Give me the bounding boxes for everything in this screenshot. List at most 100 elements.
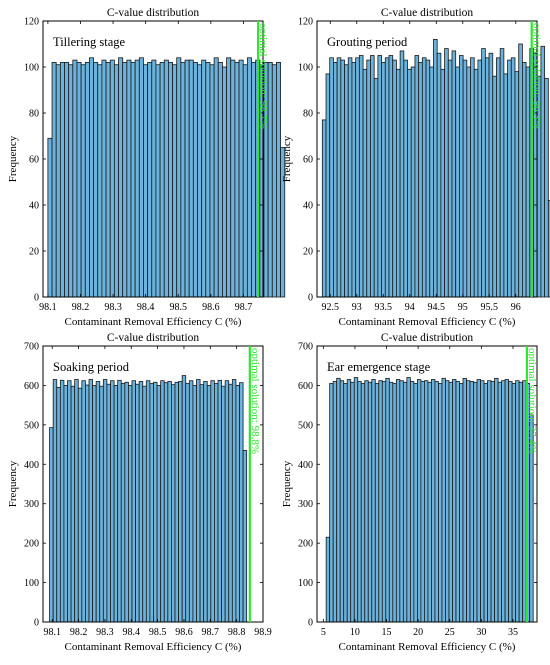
histogram-bar bbox=[63, 385, 68, 623]
histogram-bar bbox=[514, 71, 520, 298]
histogram-bar bbox=[455, 381, 460, 623]
histogram-bar bbox=[51, 62, 57, 298]
histogram-bar bbox=[420, 381, 425, 623]
histogram-bar bbox=[511, 383, 517, 623]
histogram-bar bbox=[217, 62, 223, 298]
histogram-bar bbox=[371, 379, 376, 623]
histogram-bar bbox=[413, 383, 418, 623]
histogram-bar bbox=[206, 385, 212, 623]
x-tick-label: 95.5 bbox=[481, 302, 499, 313]
x-tick-label: 98.2 bbox=[70, 627, 88, 638]
histogram-bar bbox=[110, 380, 115, 623]
x-tick-label: 98.1 bbox=[43, 627, 61, 638]
histogram-bar bbox=[113, 64, 119, 298]
histogram-bar bbox=[522, 62, 527, 298]
histogram-bar bbox=[396, 68, 401, 298]
histogram-bar bbox=[81, 380, 86, 623]
histogram-bar bbox=[92, 385, 97, 623]
x-tick-label: 35 bbox=[508, 627, 518, 638]
y-tick-label: 400 bbox=[24, 460, 39, 471]
histogram-bar bbox=[178, 381, 183, 623]
histogram-bar bbox=[242, 450, 248, 623]
histogram-bar bbox=[499, 48, 505, 298]
y-tick-label: 600 bbox=[24, 381, 39, 392]
histogram-bar bbox=[455, 66, 460, 298]
histogram-bar bbox=[399, 380, 404, 623]
x-tick-label: 98.7 bbox=[202, 627, 220, 638]
y-tick-label: 0 bbox=[308, 618, 313, 629]
histogram-bar bbox=[188, 59, 194, 298]
x-tick-label: 98.7 bbox=[235, 302, 253, 313]
histogram-bar bbox=[126, 59, 132, 298]
histogram-bar bbox=[197, 64, 203, 298]
x-axis-label: Contaminant Removal Efficiency C (%) bbox=[65, 316, 242, 328]
histogram-bar bbox=[228, 383, 233, 623]
histogram-bar bbox=[89, 57, 94, 298]
y-tick-label: 400 bbox=[298, 460, 313, 471]
histogram-bar bbox=[192, 385, 197, 623]
x-axis-label: Contaminant Removal Efficiency C (%) bbox=[65, 641, 242, 653]
histogram-bar bbox=[176, 57, 182, 298]
histogram-bar bbox=[145, 380, 151, 623]
histogram-bar bbox=[59, 379, 65, 623]
histogram-bar bbox=[470, 57, 475, 298]
y-tick-label: 100 bbox=[298, 578, 313, 589]
x-tick-label: 93 bbox=[352, 302, 362, 313]
histogram-bar bbox=[205, 62, 211, 298]
histogram-bar bbox=[329, 57, 334, 298]
histogram-bar bbox=[507, 59, 512, 298]
histogram-bar bbox=[403, 59, 408, 298]
histogram-bar bbox=[55, 64, 61, 298]
histogram-bar bbox=[160, 380, 165, 623]
chart-title: C-value distribution bbox=[381, 332, 474, 344]
x-tick-label: 98.9 bbox=[254, 627, 272, 638]
y-tick-label: 300 bbox=[24, 499, 39, 510]
histogram-bar bbox=[343, 383, 348, 623]
histogram-bar bbox=[95, 381, 101, 623]
histogram-bar bbox=[222, 66, 227, 298]
histogram-bar bbox=[480, 380, 485, 623]
histogram-bar bbox=[246, 57, 252, 298]
histogram-bar bbox=[473, 381, 478, 623]
histogram-bar bbox=[438, 383, 443, 623]
histogram-bar bbox=[431, 379, 436, 623]
y-axis-label: Frequency bbox=[7, 135, 19, 182]
histogram-bar bbox=[174, 381, 179, 623]
histogram-bar bbox=[429, 66, 434, 298]
stage-annotation: Tillering stage bbox=[53, 35, 126, 49]
histogram-bar bbox=[163, 382, 169, 623]
histogram-bar bbox=[410, 66, 416, 298]
histogram-bar bbox=[385, 377, 390, 623]
histogram-bar bbox=[459, 383, 464, 623]
histogram-bar bbox=[384, 57, 390, 298]
histogram-bar bbox=[105, 62, 111, 298]
x-tick-label: 98.5 bbox=[149, 627, 167, 638]
histogram-bar bbox=[544, 78, 549, 298]
histogram-bar bbox=[490, 381, 495, 623]
histogram-bar bbox=[466, 380, 471, 623]
histogram-bar bbox=[131, 380, 136, 623]
histogram-bar bbox=[56, 386, 61, 623]
histogram-bar bbox=[484, 57, 490, 298]
histogram-bar bbox=[329, 383, 334, 623]
histogram-bar bbox=[346, 379, 352, 623]
x-tick-label: 30 bbox=[476, 627, 486, 638]
histogram-bar bbox=[418, 62, 423, 298]
histogram-bar bbox=[325, 536, 331, 623]
histogram-bar bbox=[364, 380, 369, 623]
x-tick-label: 25 bbox=[445, 627, 455, 638]
histogram-bar bbox=[407, 68, 412, 298]
histogram-bar bbox=[406, 377, 411, 623]
histogram-bar bbox=[353, 377, 359, 623]
histogram-bar bbox=[332, 381, 338, 623]
x-tick-label: 98.1 bbox=[39, 302, 57, 313]
histogram-bar bbox=[469, 381, 474, 623]
histogram-bar bbox=[424, 380, 429, 623]
histogram-bar bbox=[271, 64, 277, 298]
histogram-bar bbox=[128, 385, 133, 623]
histogram-bar bbox=[518, 381, 524, 623]
histogram-bar bbox=[444, 48, 449, 298]
chart-panel-2: 92.5 93 93.5 94 94.5 95 95.5 96 0 20 40 60 80 100 120 C… bbox=[281, 7, 550, 328]
x-axis-label: Contaminant Removal Efficiency C (%) bbox=[339, 316, 516, 328]
